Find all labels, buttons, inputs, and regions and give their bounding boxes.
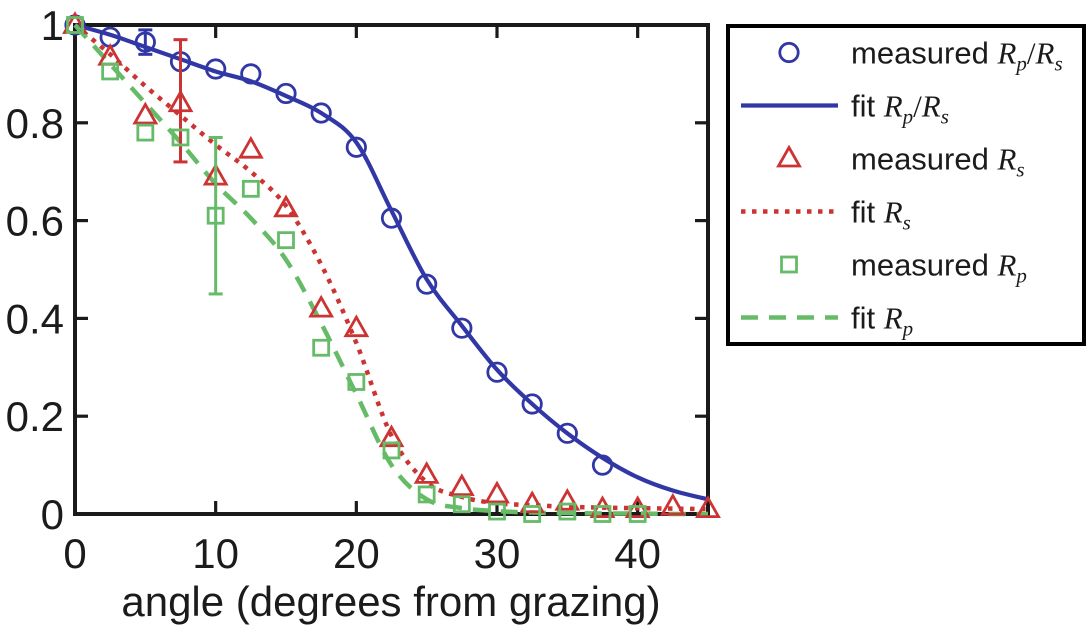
marker-triangle-icon xyxy=(343,314,370,338)
x-axis-label: angle (degrees from grazing) xyxy=(121,578,660,625)
legend-entry: fit Rs xyxy=(741,195,911,235)
legend-entry: measured Rp/Rs xyxy=(778,36,1063,76)
marker-square-icon xyxy=(347,373,366,391)
marker-triangle-icon xyxy=(132,101,159,125)
marker-square-icon xyxy=(277,231,295,250)
legend-label: fit Rp/Rs xyxy=(851,89,949,129)
fit-line xyxy=(73,23,709,512)
marker-triangle-icon xyxy=(448,473,475,497)
legend-label: fit Rp xyxy=(851,301,913,341)
marker-circle-icon xyxy=(591,454,614,476)
y-tick-label: 0.2 xyxy=(6,393,64,440)
marker-circle-icon xyxy=(205,58,227,80)
marker-square-icon xyxy=(417,485,436,504)
marker-square-icon xyxy=(66,16,84,34)
marker-square-icon xyxy=(593,505,612,523)
y-tick-label: 0.6 xyxy=(6,198,64,245)
marker-square-icon xyxy=(136,123,155,142)
marker-circle-icon xyxy=(275,82,297,105)
marker-circle-icon xyxy=(345,136,367,158)
legend-label: measured Rs xyxy=(851,142,1025,182)
series-fit-rs xyxy=(73,23,709,512)
marker-circle-icon xyxy=(778,41,800,64)
legend-entry: measured Rp xyxy=(780,248,1027,288)
marker-square-icon xyxy=(628,505,647,523)
x-tick-label: 40 xyxy=(614,530,661,577)
marker-square-icon xyxy=(241,179,260,198)
marker-triangle-icon xyxy=(484,480,510,504)
x-tick-label: 30 xyxy=(474,530,521,577)
marker-circle-icon xyxy=(240,63,262,85)
series-measured-rp-rs xyxy=(64,14,614,476)
x-tick-label: 20 xyxy=(333,530,380,577)
legend-entry: fit Rp/Rs xyxy=(741,89,949,129)
marker-square-icon xyxy=(523,505,542,523)
marker-circle-icon xyxy=(134,31,156,53)
data-series xyxy=(62,11,721,523)
marker-triangle-icon xyxy=(308,294,335,318)
legend-border xyxy=(726,24,1086,346)
marker-square-icon xyxy=(558,502,577,521)
marker-circle-icon xyxy=(521,393,543,415)
y-tick-label: 0.4 xyxy=(6,295,64,342)
legend: measured Rp/Rs fit Rp/Rs measured Rs fit Rs… xyxy=(726,24,1086,346)
marker-circle-icon xyxy=(310,102,332,124)
legend-label: measured Rp/Rs xyxy=(851,36,1063,76)
axes-box xyxy=(73,23,710,516)
y-tick-label: 0.8 xyxy=(6,100,64,147)
marker-triangle-icon xyxy=(167,89,194,113)
legend-label: measured Rp xyxy=(851,248,1027,288)
fit-line xyxy=(73,23,709,517)
marker-circle-icon xyxy=(556,422,578,444)
marker-square-icon xyxy=(206,206,225,225)
marker-circle-icon xyxy=(486,361,508,383)
marker-triangle-icon xyxy=(659,492,686,516)
tick-labels: 0 10 20 30 40 0 0.2 0.4 0.6 0.8 1 xyxy=(6,2,661,577)
marker-triangle-icon xyxy=(695,495,721,519)
series-measured-rs xyxy=(62,11,721,519)
marker-circle-icon xyxy=(416,273,438,295)
marker-square-icon xyxy=(452,495,471,514)
marker-triangle-icon xyxy=(519,490,546,514)
marker-circle-icon xyxy=(451,317,473,339)
marker-triangle-icon xyxy=(237,135,264,159)
series-measured-rp xyxy=(66,16,647,523)
y-tick-label: 0 xyxy=(41,491,64,538)
marker-triangle-icon xyxy=(378,424,405,448)
y-tick-label: 1 xyxy=(41,2,64,49)
marker-triangle-icon xyxy=(776,144,802,168)
plot-border xyxy=(73,23,710,516)
marker-square-icon xyxy=(382,441,401,460)
marker-square-icon xyxy=(312,338,331,357)
marker-triangle-icon xyxy=(413,461,440,484)
marker-square-icon xyxy=(171,128,190,147)
legend-label: fit Rs xyxy=(851,195,911,235)
marker-square-icon xyxy=(101,62,120,81)
legend-entry: fit Rp xyxy=(741,301,913,341)
marker-triangle-icon xyxy=(273,194,299,218)
marker-square-icon xyxy=(488,502,506,521)
series-fit-rp xyxy=(73,23,709,517)
marker-square-icon xyxy=(780,255,798,274)
marker-circle-icon xyxy=(380,207,403,229)
x-tick-label: 10 xyxy=(192,530,239,577)
legend-entry: measured Rs xyxy=(776,142,1025,182)
marker-triangle-icon xyxy=(554,487,581,511)
x-tick-label: 0 xyxy=(63,530,86,577)
